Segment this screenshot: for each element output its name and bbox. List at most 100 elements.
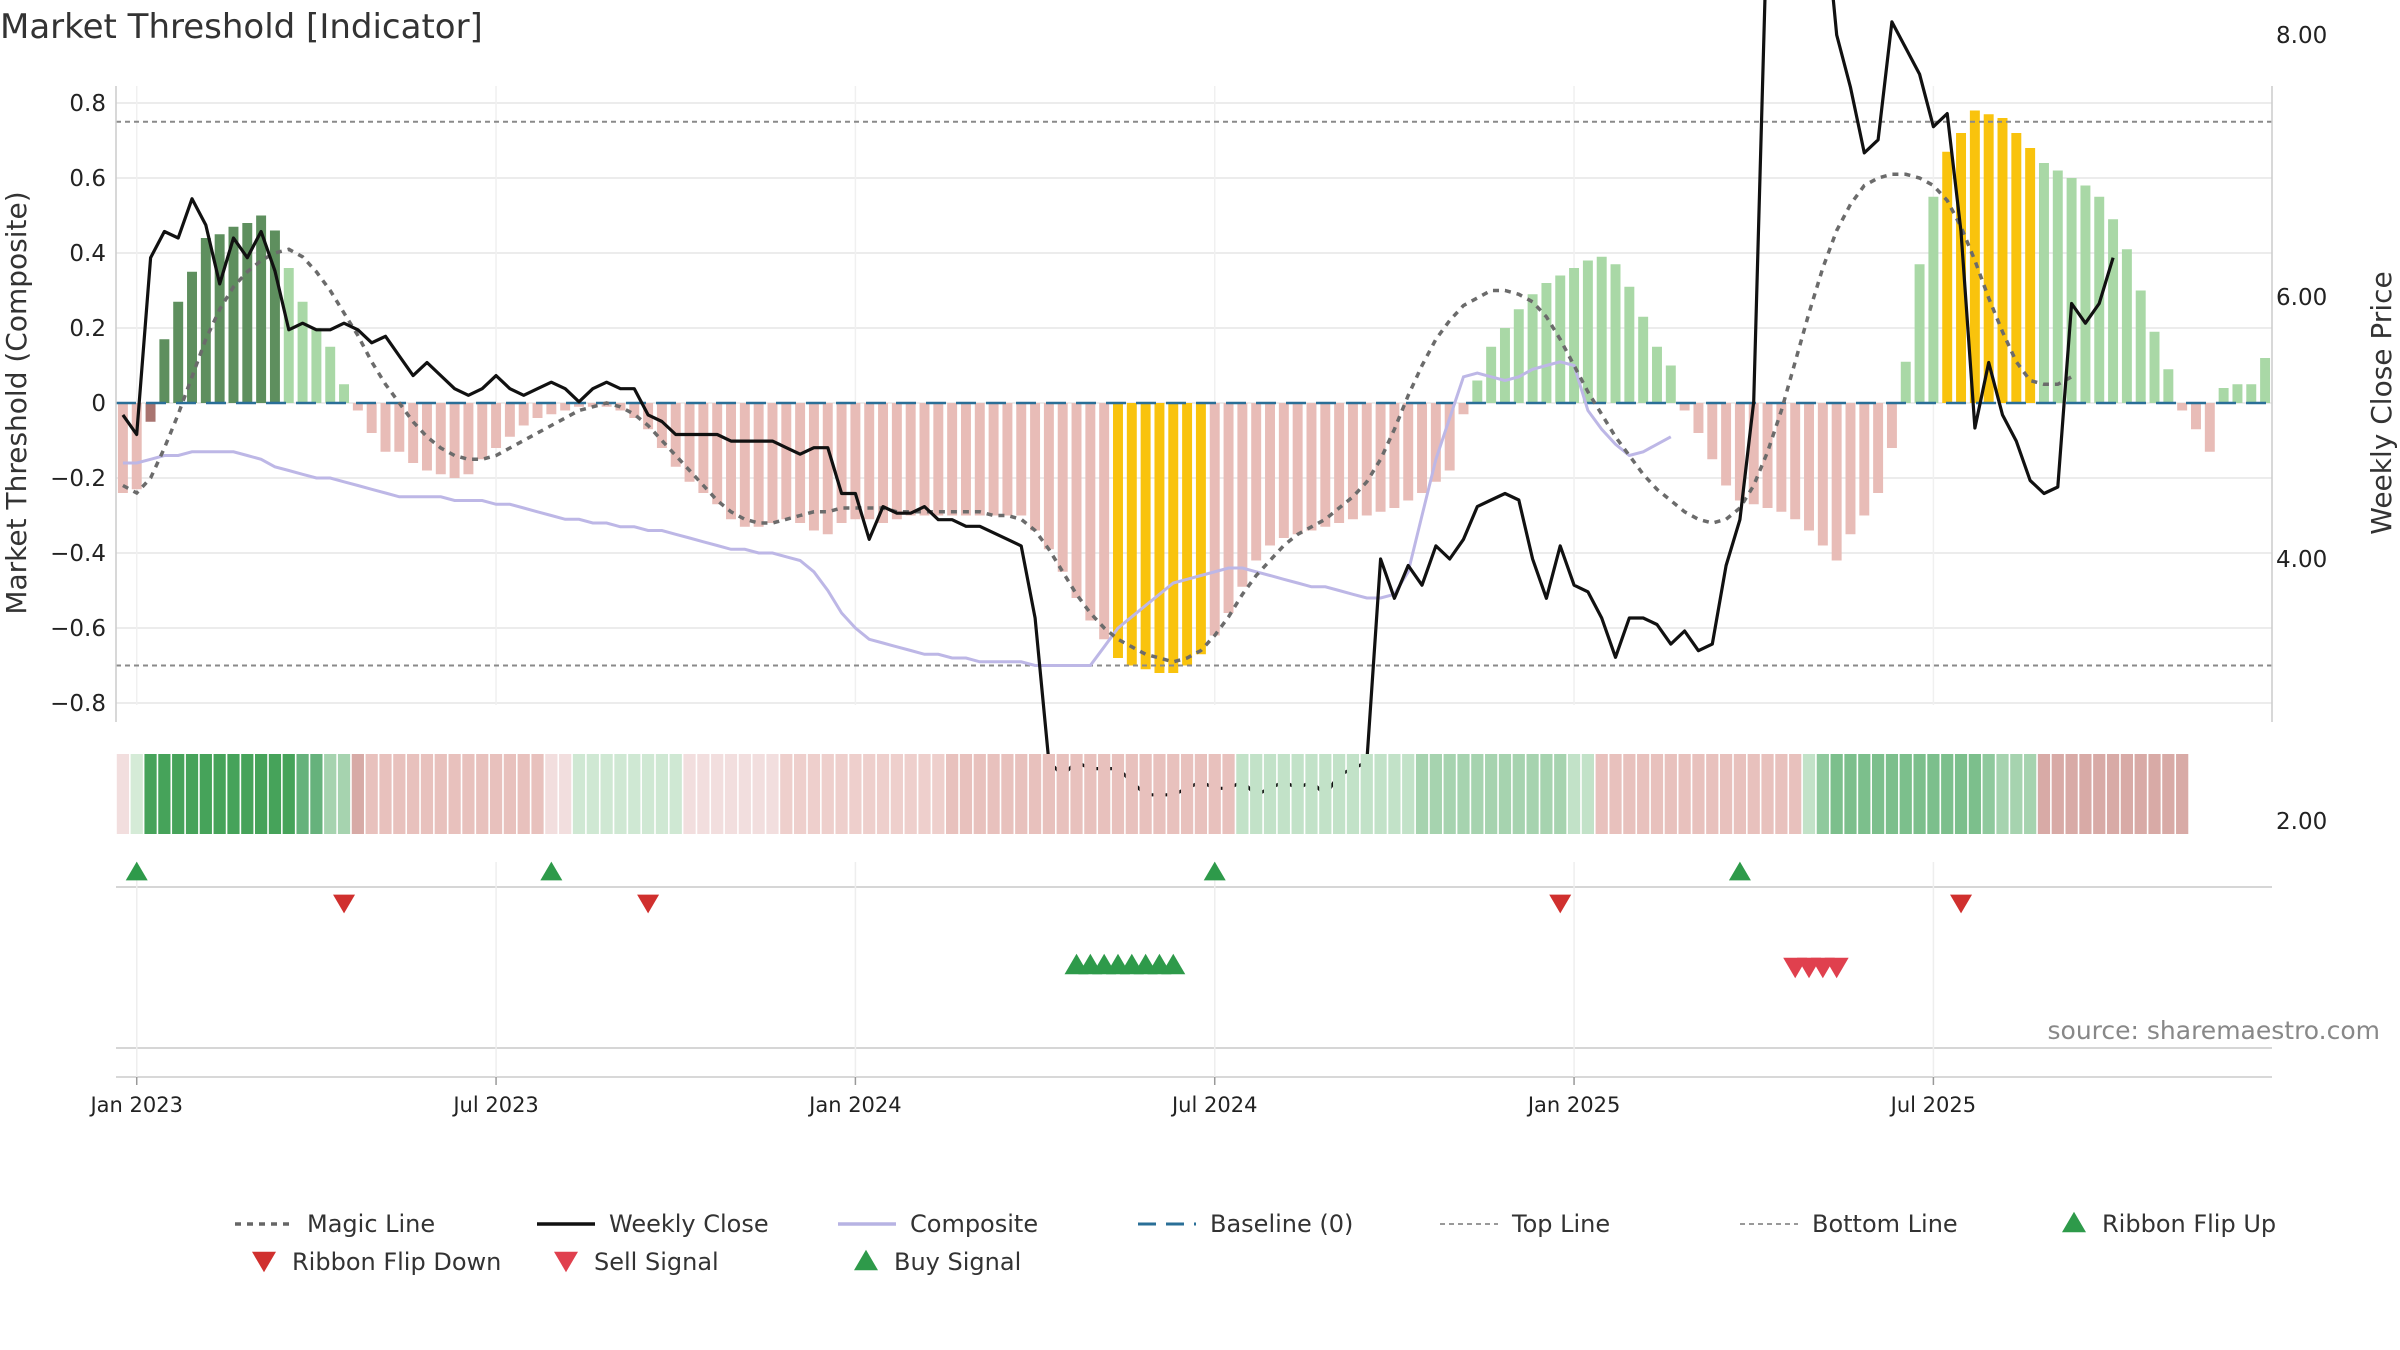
ribbon-cell <box>393 754 406 834</box>
ribbon-cell <box>2010 754 2023 834</box>
composite-bar <box>739 403 750 527</box>
legend-label: Magic Line <box>307 1210 435 1238</box>
composite-bar <box>1914 264 1925 403</box>
ribbon-cell <box>1844 754 1857 834</box>
ribbon-cell <box>904 754 917 834</box>
composite-bar <box>795 403 806 523</box>
ribbon-cell <box>1623 754 1636 834</box>
x-tick-label: Jan 2024 <box>807 1093 902 1117</box>
ribbon-cell <box>932 754 945 834</box>
ribbon-cell <box>1512 754 1525 834</box>
ribbon-cell <box>1305 754 1318 834</box>
ribbon-cell <box>227 754 240 834</box>
ribbon-cell <box>1208 754 1221 834</box>
ribbon-cell <box>1194 754 1208 834</box>
legend-label: Top Line <box>1511 1210 1610 1238</box>
ribbon-cell <box>448 754 461 834</box>
composite-bar <box>1223 403 1234 613</box>
ribbon-cell <box>1733 754 1747 834</box>
composite-bar <box>878 403 889 523</box>
ribbon-cell <box>545 754 558 834</box>
x-tick-label: Jan 2025 <box>1526 1093 1621 1117</box>
ribbon-cell <box>2065 754 2078 834</box>
legend-item: Ribbon Flip Down <box>252 1248 501 1276</box>
composite-bar <box>1582 260 1593 403</box>
ribbon-cell <box>835 754 848 834</box>
ribbon-cell <box>711 754 724 834</box>
ribbon-cell <box>407 754 420 834</box>
composite-bar <box>311 328 322 403</box>
legend-item: Ribbon Flip Up <box>2062 1210 2276 1238</box>
ribbon-cell <box>1443 754 1456 834</box>
ribbon-cell <box>1858 754 1871 834</box>
composite-bar <box>587 403 598 407</box>
composite-bar <box>1306 403 1317 531</box>
composite-bar <box>532 403 543 418</box>
composite-bar <box>1085 403 1096 621</box>
legend-label: Sell Signal <box>594 1248 719 1276</box>
composite-bar <box>574 403 584 407</box>
ribbon-cell <box>296 754 309 834</box>
composite-bar <box>408 403 419 463</box>
composite-bar <box>1928 196 1939 403</box>
ribbon-flip-up-marker <box>125 861 148 881</box>
composite-bar <box>712 403 723 505</box>
ribbon-cell <box>752 754 765 834</box>
composite-bar <box>1251 403 1262 561</box>
composite-bar <box>1486 346 1497 403</box>
composite-bar <box>1707 403 1718 460</box>
ribbon-cell <box>1706 754 1719 834</box>
ribbon-cell <box>517 754 530 834</box>
ribbon-cell <box>1913 754 1926 834</box>
ribbon-cell <box>1899 754 1912 834</box>
composite-bar <box>960 403 971 516</box>
ribbon-cell <box>1001 754 1014 834</box>
sell-signal-marker <box>1824 957 1849 979</box>
composite-bar <box>2038 163 2049 403</box>
ribbon-cell <box>476 754 489 834</box>
legend-swatch-triangle-up <box>2062 1211 2086 1233</box>
ribbon-flip-up-marker <box>540 861 563 881</box>
ribbon-cell <box>1678 754 1691 834</box>
composite-bar <box>1596 256 1607 403</box>
ribbon-cell <box>420 754 434 834</box>
ribbon-cell <box>1360 754 1373 834</box>
composite-bar <box>200 238 211 403</box>
ribbon-flip-up-marker <box>1203 861 1226 881</box>
composite-bar <box>1071 403 1082 598</box>
ribbon-cell <box>821 754 834 834</box>
composite-bar <box>1126 403 1137 666</box>
ribbon-cell <box>766 754 779 834</box>
ribbon-cell <box>1222 754 1235 834</box>
composite-bar <box>601 403 612 407</box>
signal-markers: Jan 2023 Jul 2023 Jan 2024 Jul 2024 Jan 2025… <box>88 861 2272 1117</box>
ribbon-cell <box>1125 754 1138 834</box>
composite-bar <box>145 403 156 422</box>
composite-bar <box>2080 185 2091 403</box>
composite-line <box>122 360 1672 667</box>
y-tick-label: −0.6 <box>50 616 106 642</box>
legend: Magic Line Weekly Close Composite Baseline … <box>235 1210 2276 1276</box>
legend-label: Buy Signal <box>894 1248 1021 1276</box>
composite-bar <box>1209 403 1220 636</box>
composite-bar <box>2025 148 2036 403</box>
composite-bar <box>380 403 391 452</box>
ribbon-cell <box>655 754 669 834</box>
composite-bars <box>117 110 2271 673</box>
y-tick-label: −0.2 <box>50 466 106 492</box>
composite-bar <box>1417 403 1428 493</box>
ribbon-cell <box>794 754 807 834</box>
ribbon-cell <box>531 754 544 834</box>
ribbon-cell <box>1761 754 1774 834</box>
composite-bar <box>1721 403 1732 486</box>
composite-bar <box>933 403 944 516</box>
ribbon-cell <box>144 754 157 834</box>
composite-bar <box>822 403 833 535</box>
composite-bar <box>1347 403 1358 520</box>
legend-item: Buy Signal <box>854 1248 1021 1276</box>
composite-bar <box>463 403 474 475</box>
composite-bar <box>726 403 736 520</box>
ribbon-cell <box>1388 754 1401 834</box>
composite-bar <box>1057 403 1068 572</box>
